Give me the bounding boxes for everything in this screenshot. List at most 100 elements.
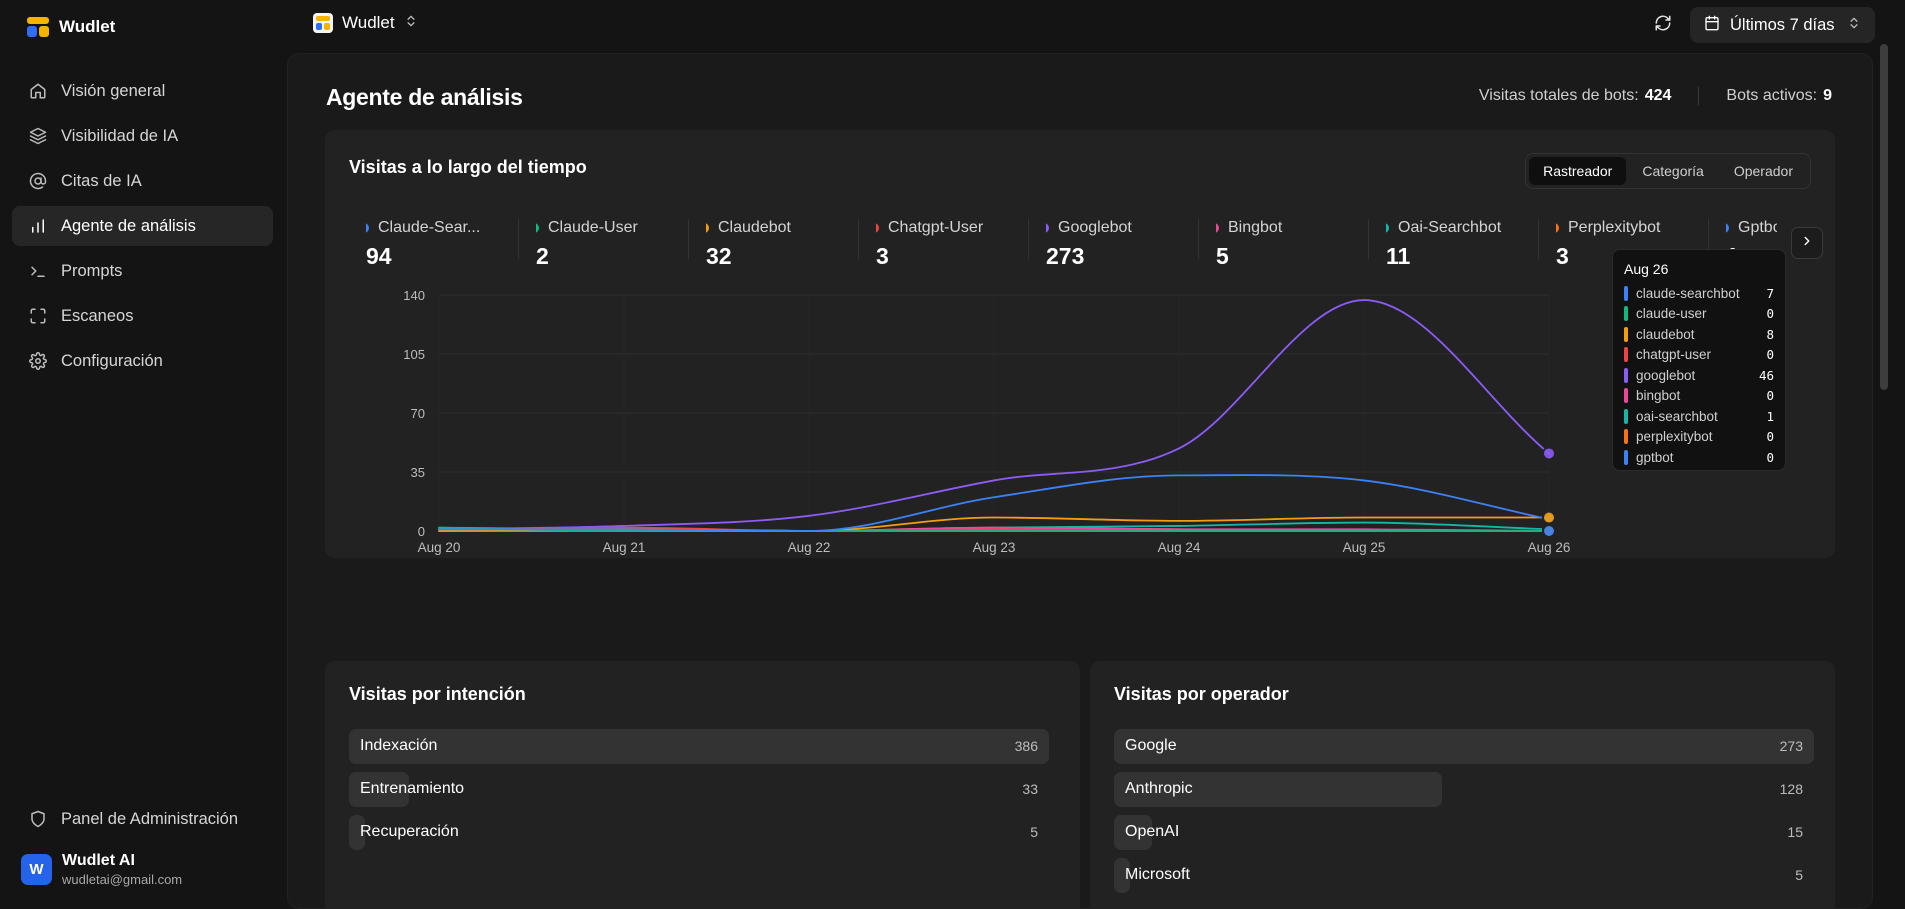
tooltip-swatch	[1624, 347, 1628, 363]
chevron-right-icon	[1800, 234, 1814, 253]
tooltip-row: chatgpt-user 0	[1624, 345, 1774, 366]
chevrons-up-down-icon	[1847, 16, 1861, 35]
tooltip-series-name: gptbot	[1636, 449, 1674, 465]
x-tick-label: Aug 24	[1158, 540, 1201, 555]
legend-value: 3	[876, 243, 889, 269]
tooltip-series-name: chatgpt-user	[1636, 347, 1712, 363]
page-scrollbar[interactable]	[1880, 44, 1888, 390]
bar-fill	[349, 772, 409, 807]
tooltip-title: Aug 26	[1624, 261, 1669, 277]
tooltip-swatch	[1624, 306, 1628, 322]
bar-row[interactable]: Microsoft 5	[1114, 858, 1814, 893]
total-visits-label: Visitas totales de bots:	[1478, 87, 1639, 104]
y-tick-label: 70	[411, 406, 425, 421]
legend-item[interactable]: Perplexitybot 3	[1539, 219, 1709, 269]
x-tick-label: Aug 25	[1343, 540, 1386, 555]
bar-fill	[1114, 815, 1153, 850]
chevrons-up-down-icon	[404, 13, 418, 33]
y-tick-label: 140	[403, 288, 425, 303]
card-title: Visitas por intención	[349, 684, 526, 704]
workspace-name: Wudlet	[342, 13, 395, 32]
date-range-select[interactable]: Últimos 7 días	[1690, 7, 1875, 43]
bar-row[interactable]: Indexación 386	[349, 729, 1049, 764]
bar-row[interactable]: Anthropic 128	[1114, 772, 1814, 807]
page-title: Agente de análisis	[326, 84, 523, 110]
sidebar-item-agente-analisis[interactable]: Agente de análisis	[12, 206, 273, 246]
calendar-icon	[1704, 15, 1720, 36]
chart-tooltip: Aug 26 claude-searchbot 7 claude-user 0 clau…	[1612, 249, 1786, 471]
terminal-icon	[29, 262, 47, 280]
legend-value: 11	[1386, 243, 1411, 269]
tooltip-row: claudebot 8	[1624, 324, 1774, 345]
user-profile[interactable]: W Wudlet AI wudletai@gmail.com	[21, 852, 182, 887]
active-point-gptbot	[1542, 524, 1556, 538]
active-bots-value: 9	[1823, 87, 1832, 104]
legend-item[interactable]: Bingbot 5	[1199, 219, 1369, 269]
bar-fill	[1114, 729, 1814, 764]
legend-item[interactable]: Claude-User 2	[519, 219, 689, 269]
active-bots-label: Bots activos:	[1726, 87, 1818, 104]
legend-item[interactable]: Oai-Searchbot 11	[1369, 219, 1539, 269]
sidebar-item-admin-panel[interactable]: Panel de Administración	[12, 799, 273, 839]
legend-item[interactable]: Claudebot 32	[689, 219, 859, 269]
tooltip-series-name: oai-searchbot	[1636, 408, 1718, 424]
legend-dot	[1216, 223, 1219, 233]
y-tick-label: 35	[411, 465, 425, 480]
tooltip-row: claude-searchbot 7	[1624, 283, 1774, 304]
tooltip-swatch	[1624, 429, 1628, 445]
y-tick-label: 0	[418, 524, 425, 539]
bot-legend: Claude-Sear... 94 Claude-User 2 Claudebot 32 C…	[349, 217, 1777, 271]
legend-value: 3	[1556, 243, 1569, 269]
sidebar-item-escaneos[interactable]: Escaneos	[12, 296, 273, 336]
sidebar-item-label: Citas de IA	[61, 171, 142, 190]
sidebar-item-citas-ia[interactable]: Citas de IA	[12, 161, 273, 201]
legend-name: Googlebot	[1058, 219, 1132, 236]
tab-operador[interactable]: Operador	[1733, 163, 1793, 179]
workspace-switcher[interactable]: Wudlet	[313, 13, 418, 33]
y-tick-label: 105	[403, 347, 425, 362]
sidebar-item-configuracion[interactable]: Configuración	[12, 341, 273, 381]
user-email: wudletai@gmail.com	[62, 872, 183, 887]
legend-label: Claude-Sear...	[366, 219, 516, 237]
legend-dot	[1726, 223, 1729, 233]
bar-row[interactable]: Entrenamiento 33	[349, 772, 1049, 807]
tooltip-series-name: claude-searchbot	[1636, 285, 1740, 301]
tab-rastreador[interactable]: Rastreador	[1529, 157, 1627, 185]
brand[interactable]: Wudlet	[27, 16, 115, 38]
legend-item[interactable]: Claude-Sear... 94	[349, 219, 519, 269]
tooltip-series-value: 0	[1766, 388, 1774, 404]
x-tick-label: Aug 20	[418, 540, 461, 555]
sidebar-item-label: Prompts	[61, 261, 123, 280]
tooltip-series-value: 0	[1766, 429, 1774, 445]
bar-value: 15	[1787, 824, 1803, 840]
legend-item[interactable]: Googlebot 273	[1029, 219, 1199, 269]
bar-row[interactable]: OpenAI 15	[1114, 815, 1814, 850]
legend-value: 2	[536, 243, 549, 269]
bar-value: 386	[1014, 738, 1038, 754]
tooltip-series-name: bingbot	[1636, 388, 1681, 404]
series-line-claude-searchbot	[438, 474, 1550, 532]
total-visits-value: 424	[1644, 87, 1672, 104]
shield-icon	[29, 810, 47, 828]
legend-name: Claude-Sear...	[378, 219, 481, 236]
bar-row[interactable]: Recuperación 5	[349, 815, 1049, 850]
legend-item[interactable]: Chatgpt-User 3	[859, 219, 1029, 269]
bar-row[interactable]: Google 273	[1114, 729, 1814, 764]
tooltip-swatch	[1624, 285, 1628, 301]
page-stats: Visitas totales de bots: 424 Bots activo…	[1479, 87, 1832, 105]
bar-label: Indexación	[360, 737, 438, 754]
legend-next-button[interactable]	[1791, 227, 1823, 259]
bar-fill	[349, 815, 365, 850]
legend-label: Claude-User	[536, 219, 686, 237]
grouping-tabs: Rastreador Categoría Operador	[1525, 153, 1811, 189]
sidebar-item-visibilidad-ia[interactable]: Visibilidad de IA	[12, 116, 273, 156]
tab-categoria[interactable]: Categoría	[1642, 163, 1704, 179]
main-panel: Agente de análisis Visitas totales de bo…	[287, 53, 1873, 909]
legend-dot	[536, 223, 539, 233]
refresh-button[interactable]	[1650, 12, 1676, 38]
user-info: Wudlet AI wudletai@gmail.com	[62, 852, 182, 887]
sidebar-item-prompts[interactable]: Prompts	[12, 251, 273, 291]
sidebar-item-vision-general[interactable]: Visión general	[12, 71, 273, 111]
